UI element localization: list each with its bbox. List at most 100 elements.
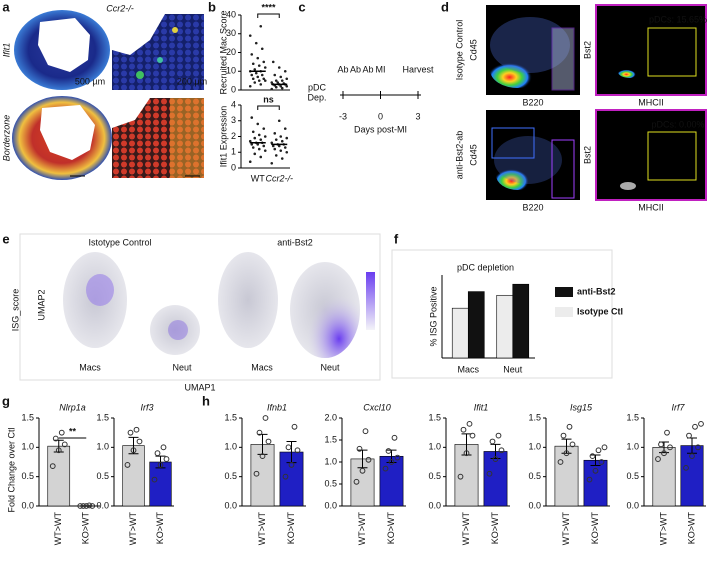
event-label: MI (376, 64, 386, 74)
y-tick-label: 1.0 (21, 442, 34, 452)
data-point (61, 441, 68, 448)
significance-label: ns (263, 94, 274, 104)
error-bar (461, 433, 472, 456)
y-axis-label: Fold Change over Ctl (6, 427, 16, 512)
y-tick-label: 1.5 (428, 412, 441, 422)
x-tick-label: KO>WT (81, 512, 91, 545)
data-point (52, 435, 59, 442)
data-point (277, 119, 281, 123)
data-point (686, 432, 692, 439)
x-tick-label: WT>WT (561, 512, 571, 546)
data-point (276, 81, 280, 84)
gate-label: pDCs: 15.65% (649, 14, 707, 24)
data-point (251, 130, 255, 134)
data-point (256, 75, 260, 79)
data-point (277, 66, 281, 69)
data-point (498, 447, 505, 454)
y-tick-label: 4 (231, 99, 236, 109)
data-point (279, 84, 283, 88)
data-point (291, 423, 298, 430)
scale-bar-label: 500 µm (75, 76, 105, 86)
x-tick-label: WT>WT (461, 512, 471, 546)
data-point (566, 423, 573, 430)
data-point (658, 441, 664, 448)
data-point (251, 146, 255, 149)
data-point (382, 465, 389, 472)
data-point (280, 79, 284, 82)
error-bar (53, 439, 64, 453)
y-tick-label: 0.5 (324, 478, 337, 488)
data-point (262, 127, 266, 130)
data-point (279, 135, 283, 138)
data-point (257, 133, 261, 137)
y-tick-label: 10 (226, 66, 236, 76)
data-point (592, 467, 599, 474)
data-point (253, 68, 257, 71)
row-label: Ifit1 (1, 43, 11, 58)
data-point (280, 86, 284, 90)
x-axis-label: Days post-MI (354, 124, 407, 134)
data-point (151, 476, 158, 483)
data-point (560, 432, 567, 439)
y-tick-label: 0.5 (96, 471, 109, 481)
row-label: anti-Bst2-ab (454, 131, 464, 180)
data-point (655, 456, 661, 462)
data-point (253, 152, 257, 156)
scale-bar-label: 200 µm (177, 76, 207, 86)
data-point (285, 150, 289, 154)
bar (122, 445, 145, 507)
data-point (253, 81, 257, 84)
data-point (661, 450, 667, 457)
data-point (265, 438, 272, 445)
legend-swatch (555, 307, 573, 317)
axis-label: UMAP2 (36, 289, 46, 320)
data-point (273, 132, 277, 135)
data-point (353, 478, 360, 485)
data-point (254, 41, 258, 45)
cluster-label: Neut (172, 362, 192, 372)
x-tick-label: WT>WT (53, 512, 63, 546)
data-point (569, 441, 576, 448)
cluster-label: Macs (251, 362, 273, 372)
y-tick-label: 0.0 (21, 500, 34, 510)
data-point (683, 464, 689, 471)
bar (149, 461, 172, 507)
data-point (270, 87, 274, 91)
data-point (254, 71, 258, 75)
data-point (282, 473, 289, 480)
x-tick-label: WT>WT (658, 512, 668, 546)
data-point (274, 85, 278, 89)
event-label: Ab (350, 64, 361, 74)
data-point (285, 77, 289, 81)
data-point (260, 73, 264, 77)
data-point (689, 453, 695, 460)
data-point (274, 79, 278, 82)
data-point (257, 147, 261, 151)
data-point (595, 447, 602, 454)
row-label: Isotype Control (454, 20, 464, 81)
data-point (463, 450, 470, 457)
data-point (279, 149, 283, 152)
data-point (280, 157, 284, 160)
x-tick-label: WT (251, 173, 265, 183)
y-tick-label: 40 (226, 9, 236, 19)
data-point (263, 79, 267, 82)
significance-label: **** (261, 2, 276, 12)
bar (496, 294, 514, 359)
y-tick-label: 2 (231, 131, 236, 141)
y-tick-label: 0.0 (96, 500, 109, 510)
gate-label: pDCs: 0.00% (651, 119, 704, 129)
data-point (124, 462, 131, 468)
data-point (285, 136, 289, 140)
bar (680, 445, 704, 507)
data-point (83, 503, 90, 509)
x-tick-label: KO>WT (386, 512, 396, 545)
data-point (486, 470, 493, 477)
data-point (248, 139, 252, 143)
data-point (248, 84, 252, 88)
data-point (598, 459, 605, 465)
y-tick-label: 0.0 (626, 500, 639, 510)
data-point (460, 426, 467, 433)
data-point (262, 60, 266, 64)
